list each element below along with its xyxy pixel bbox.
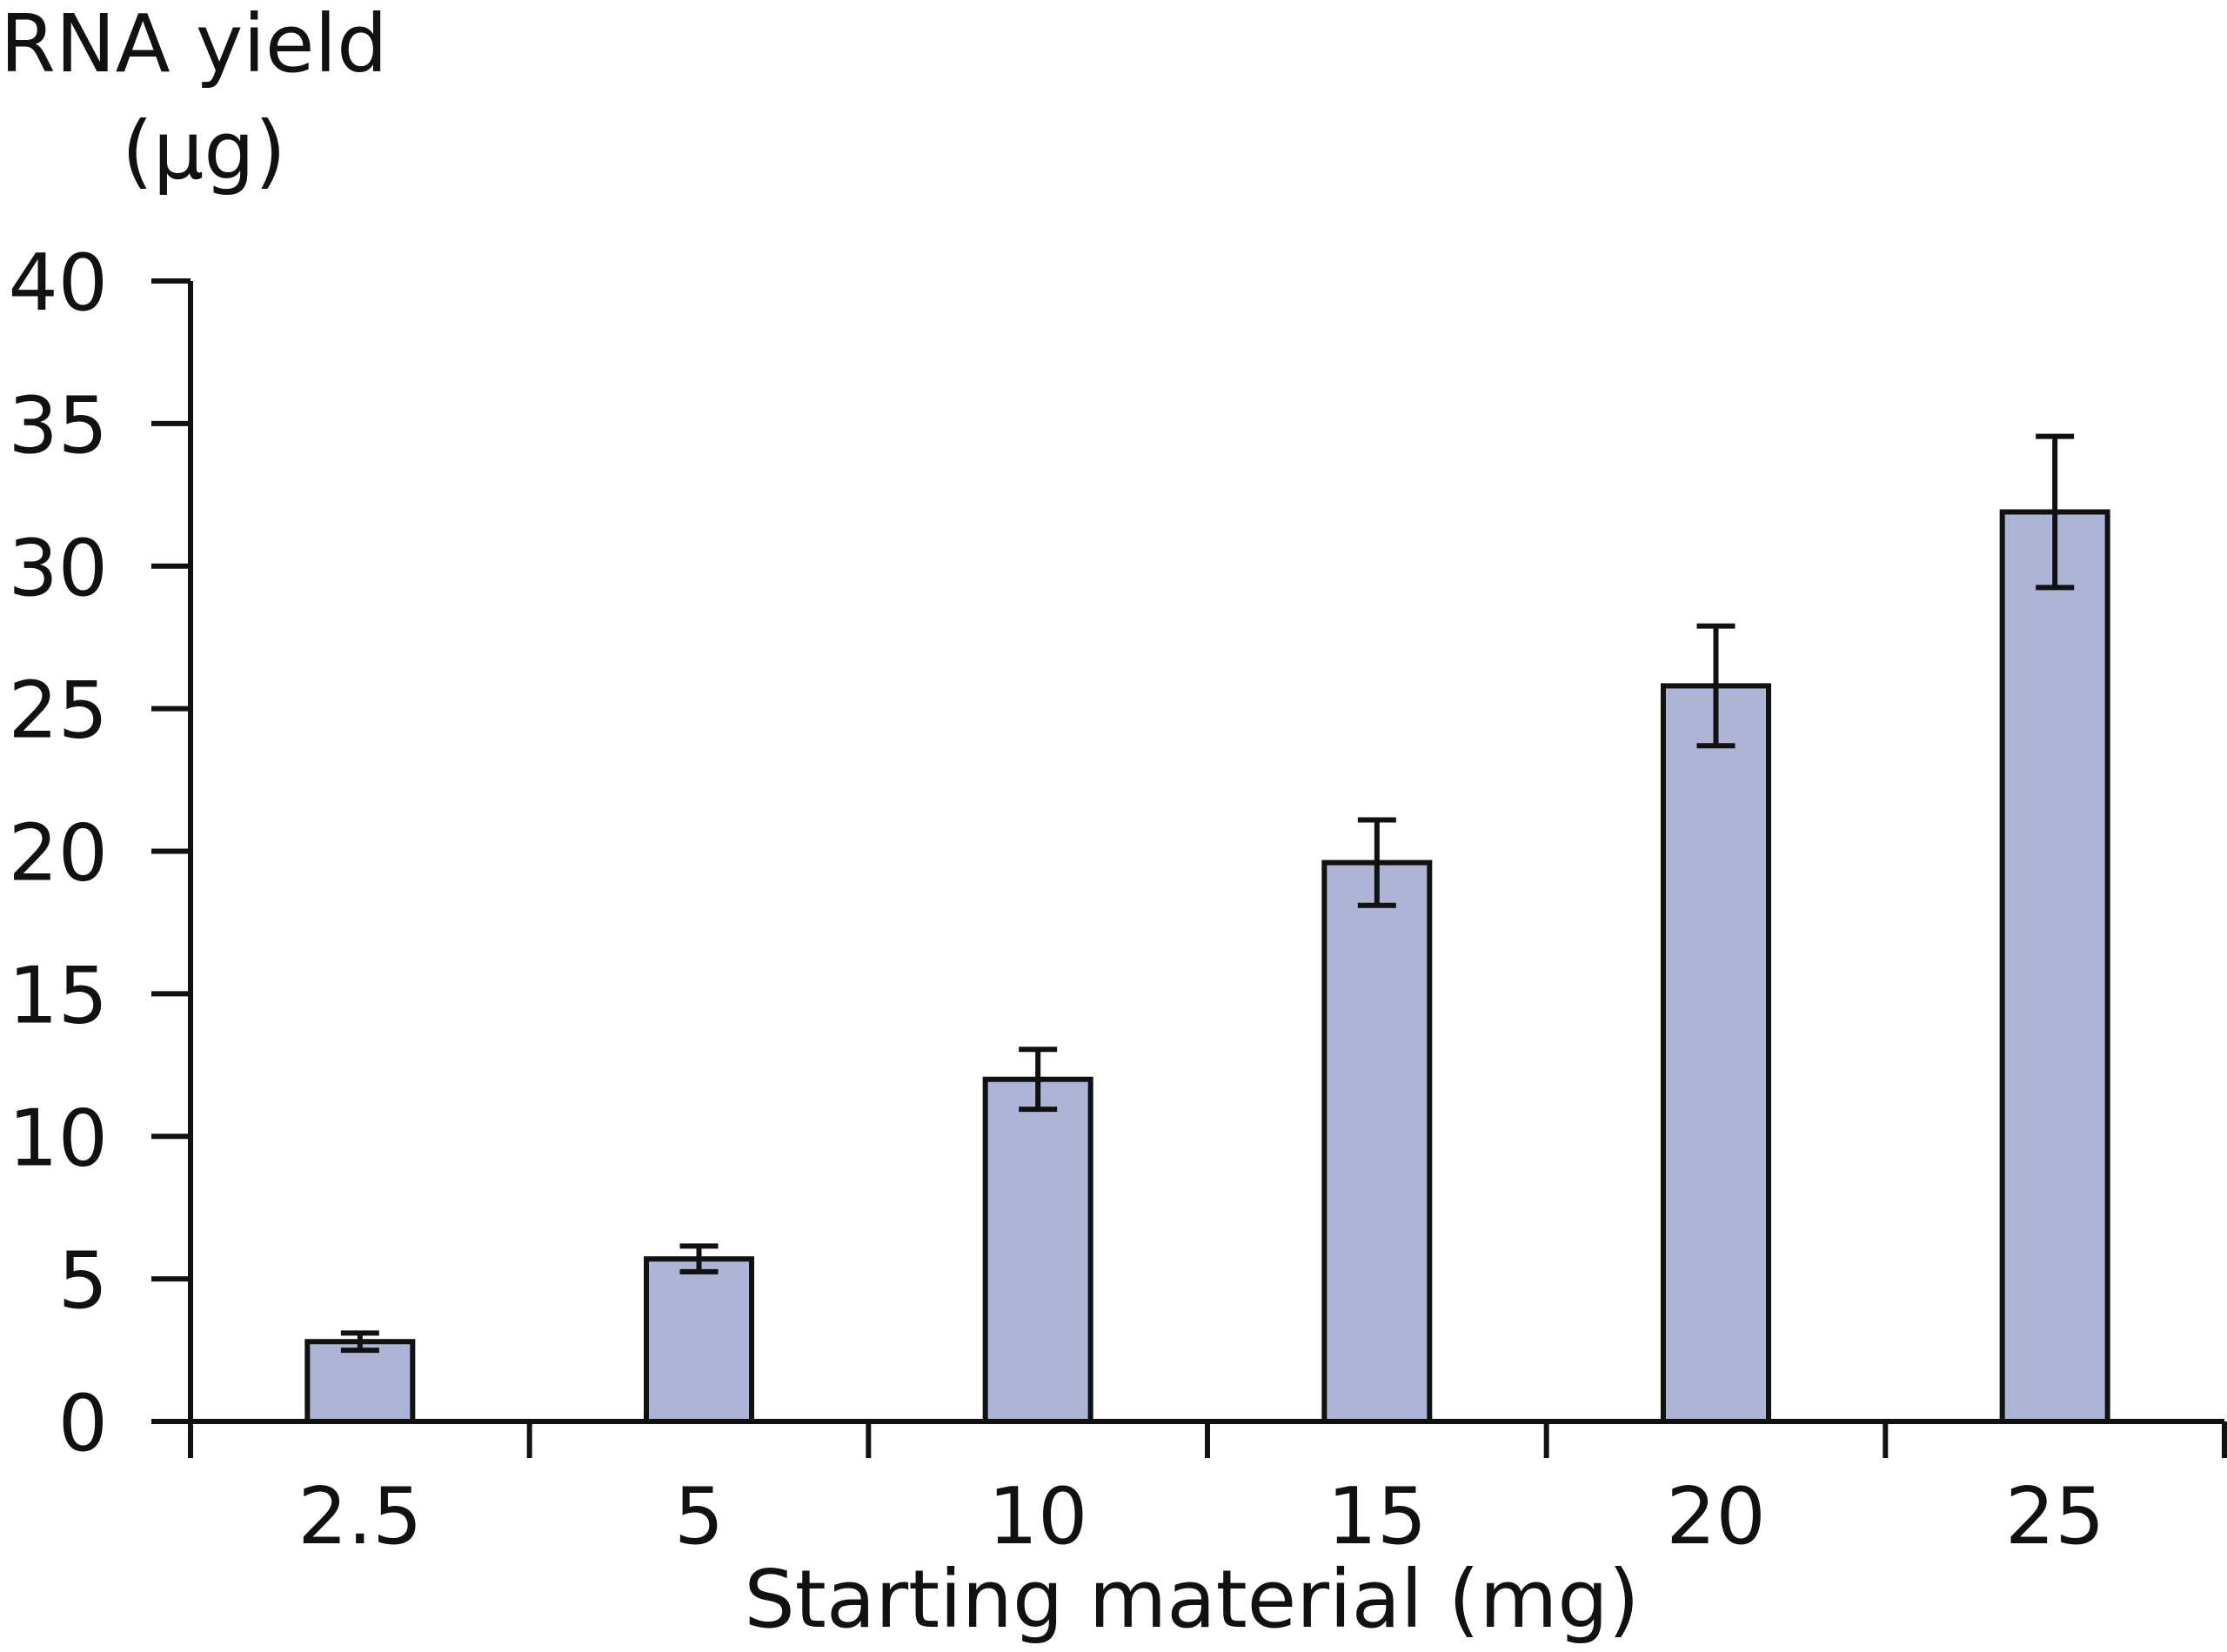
y-tick-label: 20 bbox=[8, 808, 108, 900]
bar bbox=[644, 1256, 754, 1424]
x-tick-label: 25 bbox=[2005, 1471, 2105, 1562]
y-tick-label: 35 bbox=[8, 380, 108, 472]
y-tick-label: 40 bbox=[8, 237, 108, 329]
y-tick-label: 15 bbox=[8, 950, 108, 1041]
bar bbox=[1661, 683, 1771, 1424]
x-tick-label: 15 bbox=[1328, 1471, 1428, 1562]
y-tick-label: 30 bbox=[8, 523, 108, 614]
x-axis-title: Starting material (mg) bbox=[744, 1553, 1639, 1646]
y-tick-label: 5 bbox=[58, 1235, 108, 1327]
x-tick-label: 20 bbox=[1666, 1471, 1766, 1562]
y-axis-title-line1: RNA yield bbox=[0, 0, 388, 90]
bar bbox=[1321, 859, 1433, 1424]
y-axis-title-line2: (µg) bbox=[122, 104, 286, 197]
bar bbox=[982, 1076, 1093, 1424]
y-tick-label: 10 bbox=[8, 1093, 108, 1184]
x-tick-label: 10 bbox=[988, 1471, 1088, 1562]
x-tick-label: 5 bbox=[674, 1471, 724, 1562]
bar bbox=[304, 1339, 416, 1424]
y-tick-label: 0 bbox=[58, 1378, 108, 1469]
y-tick-label: 25 bbox=[8, 665, 108, 757]
bar bbox=[1999, 509, 2110, 1424]
x-tick-label: 2.5 bbox=[298, 1471, 422, 1562]
